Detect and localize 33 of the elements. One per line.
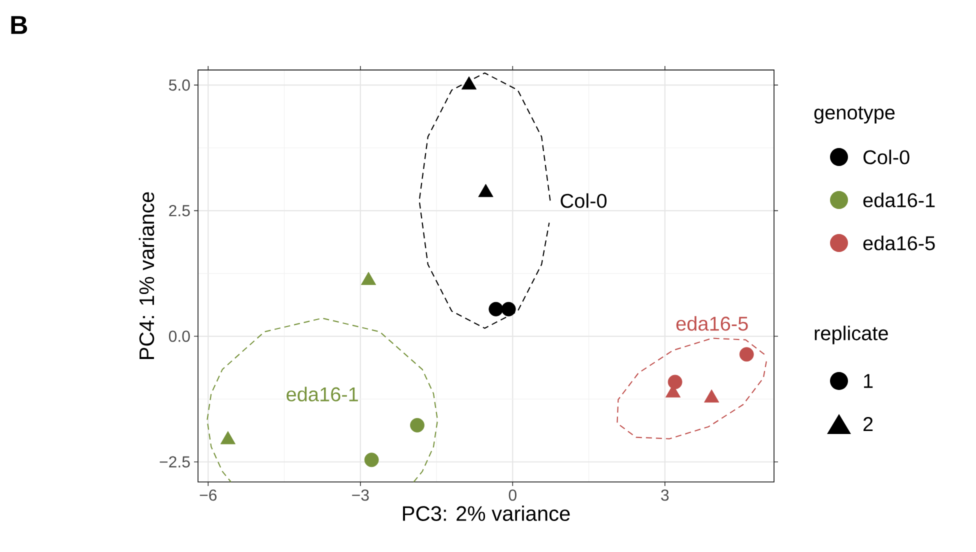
line-series xyxy=(206,318,438,482)
point xyxy=(501,302,516,316)
x-tick-label: −6 xyxy=(200,490,217,501)
point xyxy=(410,418,424,432)
point xyxy=(478,184,494,198)
point xyxy=(488,302,504,316)
legend-label: Col-0 xyxy=(864,150,910,164)
annotation: eda16-1 xyxy=(286,386,358,402)
annotation: eda16-5 xyxy=(676,316,748,331)
y-tick-label: 2.5 xyxy=(169,205,190,216)
x-tick-label: 3 xyxy=(661,490,669,501)
chart-title: B xyxy=(11,16,28,34)
text: 2 xyxy=(864,417,873,431)
y-axis-title: PC4: 1% variance xyxy=(138,192,154,359)
point xyxy=(360,272,376,285)
point xyxy=(364,452,379,468)
line-series xyxy=(418,72,551,329)
text: replicate xyxy=(814,326,888,344)
point xyxy=(739,347,754,362)
point xyxy=(668,374,682,390)
text: 1 xyxy=(864,374,873,388)
x-tick-label: 0 xyxy=(508,490,516,501)
line-series xyxy=(616,338,767,440)
x-axis-title: PC3: 2% variance xyxy=(403,506,570,521)
annotation: Col-0 xyxy=(560,193,607,208)
y-tick-label: 0.0 xyxy=(168,330,190,342)
legend-label: eda16-1 xyxy=(863,192,935,208)
y-tick-label: 5.0 xyxy=(168,79,190,91)
legend-title: genotype xyxy=(814,106,895,124)
point xyxy=(461,76,477,90)
y-tick-label: −2.5 xyxy=(160,456,190,468)
x-tick-label: −3 xyxy=(352,490,369,501)
legend-label: eda16-5 xyxy=(863,236,935,250)
